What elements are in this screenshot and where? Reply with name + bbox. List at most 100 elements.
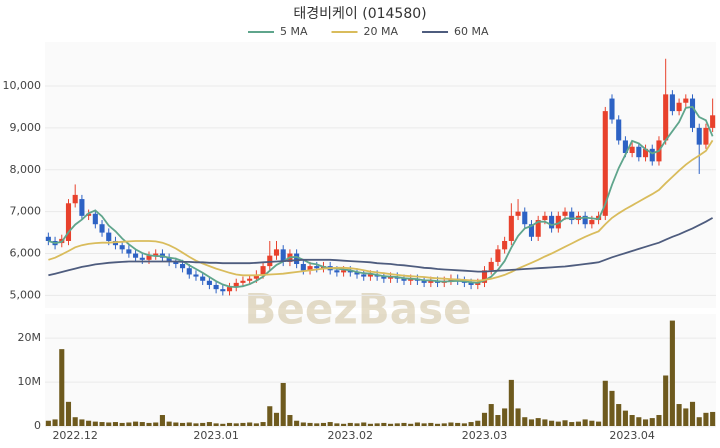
candle-body xyxy=(307,266,313,271)
volume-bar xyxy=(65,401,72,426)
volume-bar xyxy=(676,404,682,426)
candle-body xyxy=(689,98,696,128)
volume-bar xyxy=(461,423,467,426)
candle-body xyxy=(367,274,373,277)
volume-bar xyxy=(710,411,716,426)
volume-bar xyxy=(180,422,186,426)
volume-bar xyxy=(374,423,380,426)
volume-bar xyxy=(240,422,246,426)
volume-bar xyxy=(475,420,481,426)
candle-body xyxy=(535,220,541,237)
volume-bar xyxy=(213,423,219,426)
volume-bar xyxy=(300,422,306,426)
candle-body xyxy=(45,236,51,241)
volume-bar xyxy=(569,422,575,426)
candle-body xyxy=(72,194,78,204)
candle-body xyxy=(126,249,132,254)
y-tick-label: 10M xyxy=(18,375,42,388)
volume-bar xyxy=(555,421,561,426)
candle-body xyxy=(488,261,494,271)
volume-bar xyxy=(421,423,427,426)
candle-body xyxy=(361,274,367,277)
volume-bar xyxy=(280,382,286,426)
volume-bar xyxy=(233,423,239,426)
candle-body xyxy=(347,270,353,273)
candle-body xyxy=(683,98,689,103)
volume-bar xyxy=(663,375,669,426)
candle-body xyxy=(193,274,199,277)
candle-body xyxy=(186,268,192,275)
candle-body xyxy=(582,215,588,225)
candle-body xyxy=(253,274,259,279)
x-tick-label: 2023.04 xyxy=(609,429,655,442)
volume-bar xyxy=(408,423,414,426)
legend-label: 20 MA xyxy=(364,25,399,38)
volume-bar xyxy=(347,422,353,426)
volume-bar xyxy=(153,422,159,426)
volume-bar xyxy=(341,423,347,426)
x-tick-label: 2022.12 xyxy=(52,429,98,442)
volume-bar xyxy=(468,422,474,426)
candle-body xyxy=(119,245,125,250)
volume-bar xyxy=(260,422,266,426)
volume-bar xyxy=(52,419,58,426)
candle-body xyxy=(220,289,226,292)
candle-body xyxy=(401,278,407,281)
volume-bar xyxy=(575,421,581,426)
candle-body xyxy=(180,264,186,269)
candle-body xyxy=(481,270,488,283)
volume-bar xyxy=(629,415,635,426)
volume-bar xyxy=(669,320,675,426)
volume-bar xyxy=(508,379,514,426)
volume-bar xyxy=(139,422,145,426)
chart-title: 태경비케이 (014580) xyxy=(293,6,426,22)
candle-body xyxy=(502,240,508,250)
candle-body xyxy=(233,282,239,288)
volume-bar xyxy=(689,401,696,426)
volume-bar xyxy=(642,419,649,426)
volume-bar xyxy=(535,418,541,426)
volume-bar xyxy=(596,421,602,426)
candle-body xyxy=(663,94,669,141)
volume-bar xyxy=(582,419,588,426)
volume-bar xyxy=(119,422,125,426)
candle-body xyxy=(300,264,306,271)
volume-bar xyxy=(394,423,400,426)
candle-body xyxy=(240,280,246,283)
volume-bar xyxy=(146,422,152,426)
volume-bar xyxy=(703,412,709,426)
candle-body xyxy=(703,127,709,145)
volume-bar xyxy=(401,422,407,426)
volume-bar xyxy=(367,423,373,426)
candle-body xyxy=(696,127,702,145)
volume-bar xyxy=(502,408,508,426)
volume-bar xyxy=(99,422,105,426)
volume-bar xyxy=(522,417,528,426)
x-tick-label: 2023.02 xyxy=(328,429,374,442)
volume-bar xyxy=(220,423,226,426)
volume-bar xyxy=(602,380,608,426)
candle-body xyxy=(341,270,347,273)
candle-body xyxy=(710,115,716,128)
legend-label: 60 MA xyxy=(454,25,489,38)
volume-bar xyxy=(622,410,628,426)
volume-bar xyxy=(273,412,280,426)
candle-body xyxy=(153,253,159,256)
volume-bar xyxy=(133,421,139,426)
y-tick-label: 7,000 xyxy=(10,205,42,218)
volume-bar xyxy=(656,415,662,426)
legend-label: 5 MA xyxy=(280,25,308,38)
candle-body xyxy=(622,140,628,154)
volume-bar xyxy=(112,422,119,426)
volume-bar xyxy=(294,420,300,426)
volume-bar xyxy=(206,422,212,426)
volume-bar xyxy=(388,423,394,426)
y-tick-label: 6,000 xyxy=(10,247,42,260)
candle-body xyxy=(542,215,548,221)
volume-bar xyxy=(59,349,65,426)
candle-body xyxy=(562,211,568,216)
volume-bar xyxy=(45,420,51,426)
volume-bar xyxy=(320,422,327,426)
volume-bar xyxy=(226,422,233,426)
